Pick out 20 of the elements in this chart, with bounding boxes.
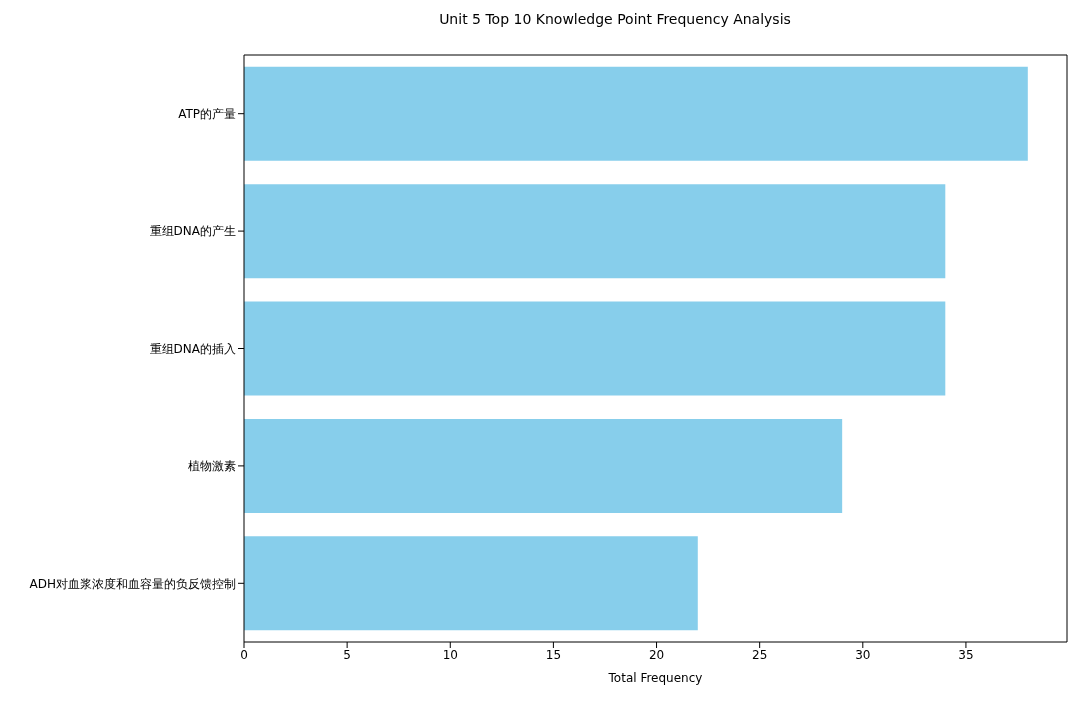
y-tick-label: 重组DNA的插入 [149, 341, 236, 356]
x-axis-title: Total Frequency [607, 671, 703, 685]
y-tick-label: ADH对血浆浓度和血容量的负反馈控制 [29, 576, 236, 591]
x-tick-label: 5 [343, 647, 351, 662]
y-tick-label: 植物激素 [188, 459, 236, 474]
y-tick-label: 重组DNA的产生 [149, 224, 236, 239]
bar [244, 301, 946, 396]
x-tick-label: 0 [240, 647, 248, 662]
x-tick-label: 35 [958, 647, 974, 662]
y-tick-label: ATP的产量 [178, 106, 236, 121]
x-tick-label: 15 [545, 647, 562, 662]
bar [244, 536, 698, 631]
x-tick-label: 10 [442, 647, 458, 662]
x-tick-label: 20 [648, 647, 665, 662]
x-tick-label: 25 [752, 647, 768, 662]
bar [244, 184, 946, 279]
chart-title: Unit 5 Top 10 Knowledge Point Frequency Analysis [438, 10, 792, 29]
bar [244, 418, 843, 513]
bar [244, 66, 1028, 161]
x-tick-label: 30 [855, 647, 871, 662]
